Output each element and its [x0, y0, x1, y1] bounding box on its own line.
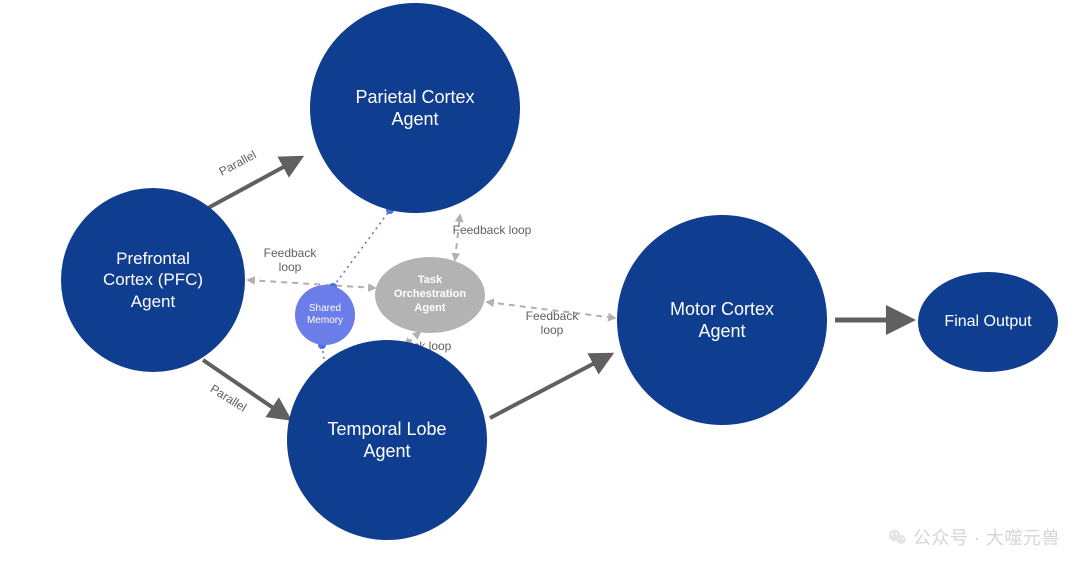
node-memory: Shared Memory: [295, 285, 355, 345]
diagram-canvas: 公众号 · 大噬元兽 Parallel Parallel Feedback loop…: [0, 0, 1080, 564]
node-label-final: Final Output: [944, 312, 1031, 332]
node-label-motor: Motor Cortex Agent: [670, 298, 774, 343]
node-label-parietal: Parietal Cortex Agent: [355, 86, 474, 131]
edge-label-pfc-temporal: Parallel: [190, 372, 265, 426]
node-motor: Motor Cortex Agent: [617, 215, 827, 425]
node-label-pfc: Prefrontal Cortex (PFC) Agent: [103, 248, 203, 312]
edge-label-task-motor: Feedback loop: [512, 310, 592, 338]
edge-label-task-parietal: Feedback loop: [452, 224, 532, 238]
node-label-temporal: Temporal Lobe Agent: [327, 418, 446, 463]
node-label-task: Task Orchestration Agent: [394, 274, 466, 315]
wechat-icon: [887, 527, 907, 547]
node-pfc: Prefrontal Cortex (PFC) Agent: [61, 188, 245, 372]
edge-temporal-motor: [490, 355, 610, 418]
node-temporal: Temporal Lobe Agent: [287, 340, 487, 540]
watermark: 公众号 · 大噬元兽: [887, 524, 1060, 550]
node-parietal: Parietal Cortex Agent: [310, 3, 520, 213]
watermark-text: 公众号 · 大噬元兽: [913, 524, 1060, 550]
node-final: Final Output: [918, 272, 1058, 372]
edge-label-pfc-parietal: Parallel: [199, 139, 276, 189]
edge-label-task-pfc: Feedback loop: [250, 247, 330, 275]
node-task: Task Orchestration Agent: [375, 257, 485, 333]
node-label-memory: Shared Memory: [307, 303, 343, 328]
